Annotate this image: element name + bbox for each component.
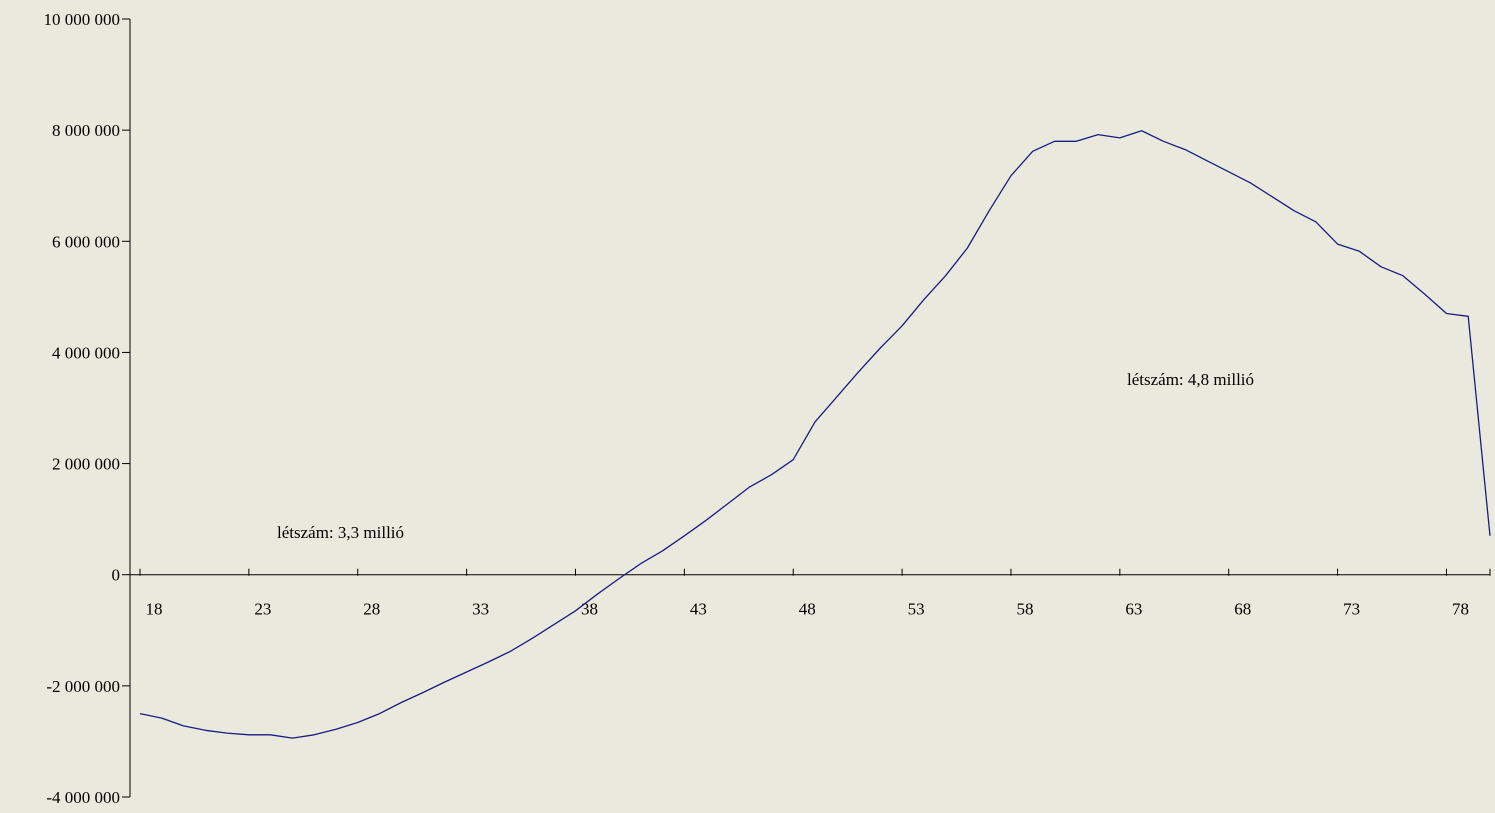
y-axis: 10 000 000 8 000 000 6 000 000 4 000 000 2 0… [44, 10, 131, 807]
y-tick-label: 10 000 000 [44, 10, 121, 29]
y-tick-label: 2 000 000 [52, 455, 120, 474]
x-tick-label: 43 [690, 600, 707, 619]
x-axis: 18 23 28 33 38 43 48 53 58 63 68 73 78 [130, 568, 1491, 619]
x-tick-label: 23 [254, 600, 271, 619]
x-tick-label: 38 [581, 600, 598, 619]
y-tick-label: 4 000 000 [52, 343, 120, 362]
y-tick-label: 8 000 000 [52, 121, 120, 140]
x-tick-label: 33 [472, 600, 489, 619]
x-tick-label: 68 [1234, 600, 1251, 619]
annotation-left: létszám: 3,3 millió [277, 523, 405, 542]
series-line [139, 130, 1491, 739]
y-tick-label: 0 [112, 566, 121, 585]
x-tick-label: 28 [363, 600, 380, 619]
annotation-right: létszám: 4,8 millió [1127, 370, 1255, 389]
x-tick-label: 73 [1343, 600, 1360, 619]
y-tick-label: -4 000 000 [46, 788, 120, 807]
y-tick-label: -2 000 000 [46, 677, 120, 696]
y-tick-label: 6 000 000 [52, 232, 120, 251]
x-tick-label: 63 [1125, 600, 1142, 619]
x-tick-label: 78 [1452, 600, 1469, 619]
x-tick-label: 53 [908, 600, 925, 619]
series-layer [139, 130, 1491, 739]
x-tick-label: 18 [146, 600, 163, 619]
x-tick-label: 48 [799, 600, 816, 619]
x-tick-label: 58 [1016, 600, 1033, 619]
